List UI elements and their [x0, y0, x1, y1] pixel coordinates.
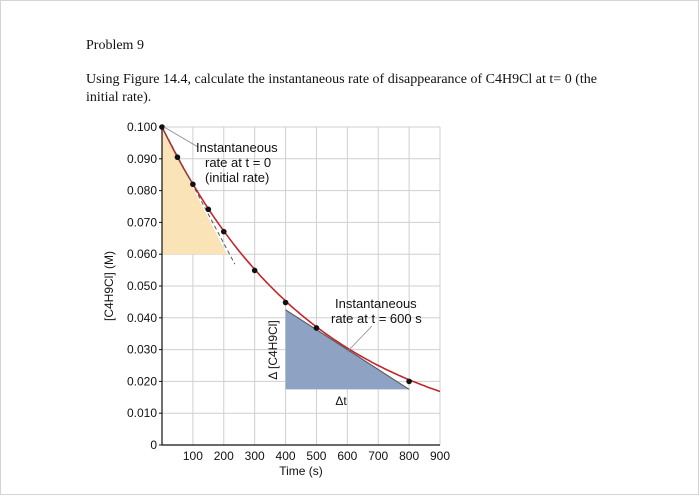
y-tick-label: 0.100 [127, 120, 157, 134]
rate-600s-label-line2: rate at t = 600 s [331, 311, 422, 326]
data-point [159, 124, 165, 130]
x-tick-label: 500 [306, 449, 326, 463]
x-tick-label: 800 [399, 449, 419, 463]
question-text: Using Figure 14.4, calculate the instant… [86, 72, 597, 105]
initial-rate-tangent [161, 126, 236, 265]
y-tick-label: 0.020 [127, 374, 157, 388]
rate-600s-tangent [285, 309, 410, 390]
data-point [313, 325, 320, 331]
rate-600s-label-line1: Instantaneous [335, 296, 417, 311]
problem-title: Problem 9 [86, 38, 144, 53]
rate-600s-leader [346, 325, 373, 353]
x-tick-label: 900 [430, 449, 450, 463]
initial-rate-leader [163, 126, 199, 148]
delta-concentration-label: Δ [C4H9Cl] [266, 320, 280, 379]
data-point [205, 206, 212, 213]
y-tick-label: 0.030 [127, 343, 157, 357]
y-tick-label: 0.090 [127, 152, 157, 166]
y-tick-label: 0.050 [127, 279, 157, 293]
y-tick-label: 0.040 [127, 311, 157, 325]
initial-rate-label-line1: Instantaneous [196, 140, 278, 155]
data-point [174, 154, 181, 161]
x-tick-label: 600 [337, 449, 357, 463]
data-point [251, 267, 258, 274]
y-tick-label: 0.070 [127, 215, 157, 229]
y-tick-label: 0.060 [127, 247, 157, 261]
y-tick-label: 0.010 [127, 406, 157, 420]
x-tick-label: 700 [368, 449, 388, 463]
data-point [282, 299, 289, 306]
delta-time-label: Δt [335, 394, 347, 408]
x-tick-label: 200 [214, 449, 234, 463]
x-tick-label: 400 [276, 449, 296, 463]
x-tick-label: 100 [183, 449, 203, 463]
y-tick-label: 0 [150, 438, 157, 452]
data-point [220, 228, 227, 235]
y-tick-label: 0.080 [127, 184, 157, 198]
initial-rate-triangle [162, 127, 227, 255]
data-point [190, 181, 196, 188]
initial-rate-label-line2: rate at t = 0 [205, 155, 271, 170]
y-axis-label: [C4H9Cl] (M) [102, 251, 116, 321]
initial-rate-label-line3: (initial rate) [205, 170, 269, 185]
x-tick-label: 300 [245, 449, 265, 463]
x-axis-label: Time (s) [279, 464, 323, 478]
data-point [406, 378, 412, 385]
